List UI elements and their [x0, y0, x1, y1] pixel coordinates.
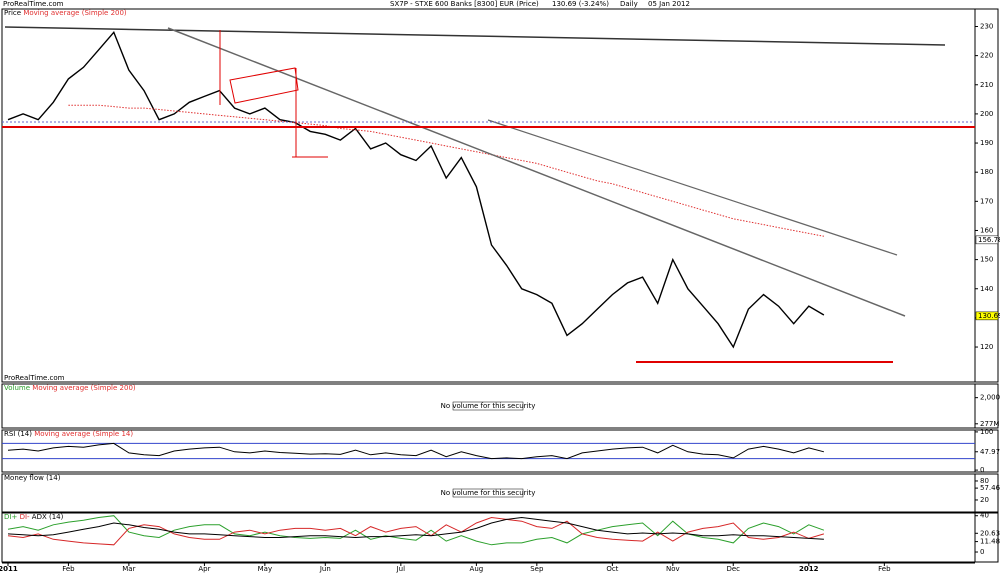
- series-line: [68, 104, 824, 237]
- panel-frame: [1, 512, 999, 563]
- y-tick-label: 160: [980, 226, 993, 234]
- y-tick-label: 0: [980, 548, 984, 556]
- y-tick-label: 180: [980, 168, 993, 176]
- legend-subtitle: Moving average (Simple 200): [32, 384, 136, 392]
- x-tick-label: Oct: [606, 565, 618, 573]
- y-tick-label: 0: [980, 466, 984, 474]
- y-tick-label: 210: [980, 81, 993, 89]
- y-tick-label: 120: [980, 343, 993, 351]
- panels: 120130140150160170180190200210220230Pric…: [0, 8, 1000, 573]
- y-tick-label: 100: [980, 428, 993, 436]
- note: No volume for this security: [441, 402, 536, 410]
- legend-entry: DI-: [20, 513, 30, 521]
- price-tag-label: 130.69: [978, 312, 1000, 320]
- legend-title: Volume: [4, 384, 30, 392]
- flag: [229, 67, 299, 104]
- header-title: SX7P - STXE 600 Banks [8300] EUR (Price): [390, 0, 539, 8]
- legend-title: RSI (14): [4, 430, 32, 438]
- note-box: [452, 401, 524, 411]
- series-line: [7, 516, 825, 546]
- y-tick-label: 140: [980, 285, 993, 293]
- y-tick-label: 80: [980, 477, 989, 485]
- panel-legend: Money flow (14): [4, 474, 61, 482]
- y-tick-label: 277M: [980, 420, 999, 428]
- panel-legend: DI+ DI- ADX (14): [4, 513, 64, 521]
- trendline: [487, 119, 898, 256]
- note: No volume for this security: [441, 489, 536, 497]
- price-tag-label: 156.78: [978, 236, 1000, 244]
- y-tick-label: 2,000M: [980, 394, 1000, 402]
- x-tick-label: 2011: [0, 565, 18, 573]
- legend-entry: ADX: [32, 513, 47, 521]
- site: ProRealTime.com: [3, 0, 64, 8]
- series-line: [7, 516, 824, 540]
- y-tick-label: 170: [980, 197, 993, 205]
- x-tick-label: Dec: [726, 565, 740, 573]
- trendline: [4, 26, 946, 46]
- header-last: 130.69 (-3.24%): [552, 0, 609, 8]
- price-tag: [975, 311, 999, 321]
- panel-frame: [1, 8, 999, 383]
- legend-title: Money flow (14): [4, 474, 61, 482]
- panel-frame: [1, 429, 999, 473]
- y-tick-label: 57.46: [980, 484, 1000, 492]
- legend-entry: Price: [4, 9, 21, 17]
- y-tick-label: 190: [980, 139, 993, 147]
- trendline: [167, 27, 906, 317]
- y-tick-label: 220: [980, 52, 993, 60]
- x-tick-label: Feb: [62, 565, 75, 573]
- legend-entry: Moving average (Simple 200): [23, 9, 127, 17]
- y-tick-label: 20.636: [980, 529, 1000, 537]
- x-tick-label: Nov: [666, 565, 680, 573]
- x-tick-label: Jun: [319, 565, 331, 573]
- x-tick-label: Feb: [878, 565, 891, 573]
- legend-subtitle: Moving average (Simple 14): [34, 430, 133, 438]
- header-date: 05 Jan 2012: [648, 0, 690, 8]
- x-tick-label: May: [258, 565, 272, 573]
- x-tick-label: Sep: [530, 565, 544, 573]
- series-line: [7, 30, 825, 349]
- y-tick-label: 20: [980, 496, 989, 504]
- panel-legend: RSI (14) Moving average (Simple 14): [4, 430, 133, 438]
- panel-legend: Price Moving average (Simple 200): [4, 9, 127, 17]
- trendlines: [2, 26, 975, 363]
- price-tag: [975, 235, 999, 245]
- header-period: Daily: [620, 0, 638, 8]
- y-tick-label: 11.488: [980, 538, 1000, 546]
- legend-title: (14): [49, 513, 64, 521]
- x-tick-label: 2012: [799, 565, 819, 573]
- x-tick-label: Jul: [396, 565, 406, 573]
- watermark: ProRealTime.com: [4, 374, 65, 382]
- y-tick-label: 230: [980, 22, 993, 30]
- note-box: [452, 488, 524, 498]
- series-line: [7, 442, 825, 460]
- y-tick-label: 47.974: [980, 448, 1000, 456]
- y-tick-label: 40: [980, 512, 989, 520]
- y-tick-label: 200: [980, 110, 993, 118]
- x-tick-label: Aug: [470, 565, 484, 573]
- y-tick-label: 150: [980, 256, 993, 264]
- panel-legend: Volume Moving average (Simple 200): [4, 384, 136, 392]
- legend-entry: DI+: [4, 513, 17, 521]
- x-tick-label: Apr: [198, 565, 210, 573]
- x-tick-label: Mar: [122, 565, 135, 573]
